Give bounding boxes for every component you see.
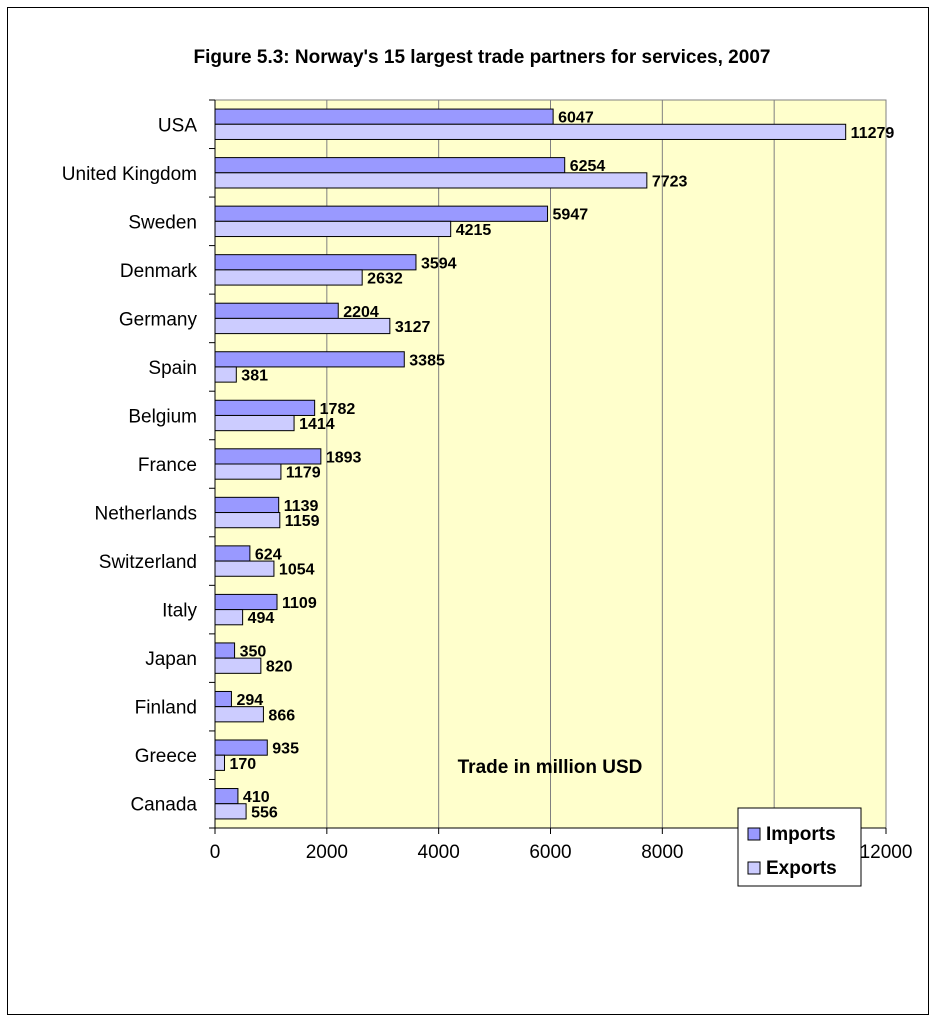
category-label-canada: Canada	[130, 795, 197, 816]
bars	[214, 108, 847, 820]
value-label-imports-usa: 6047	[558, 110, 594, 127]
x-tick-label-2000: 2000	[306, 842, 348, 863]
category-label-germany: Germany	[119, 309, 198, 330]
value-label-exports-netherlands: 1159	[285, 513, 320, 530]
value-label-exports-usa: 11279	[851, 125, 895, 142]
value-label-imports-united-kingdom: 6254	[570, 158, 606, 175]
value-label-exports-denmark: 2632	[367, 270, 403, 287]
bar-imports-netherlands	[214, 496, 280, 514]
category-label-spain: Spain	[148, 358, 197, 379]
value-label-imports-spain: 3385	[409, 352, 445, 369]
bar-exports-usa	[214, 123, 847, 140]
value-label-exports-germany: 3127	[395, 319, 431, 336]
value-label-exports-greece: 170	[230, 756, 257, 773]
bar-imports-france	[214, 448, 322, 465]
value-label-exports-belgium: 1414	[299, 416, 335, 433]
category-label-denmark: Denmark	[120, 261, 198, 282]
legend-swatch-imports	[747, 827, 761, 841]
bar-imports-sweden	[214, 205, 549, 222]
x-tick-label-12000: 12000	[860, 842, 913, 863]
bar-imports-usa	[214, 108, 554, 125]
value-label-exports-spain: 381	[241, 368, 268, 385]
legend-label-exports: Exports	[766, 858, 837, 879]
legend-swatch-exports	[747, 861, 761, 875]
bar-imports-italy	[214, 593, 278, 611]
value-label-imports-sweden: 5947	[553, 207, 589, 224]
bar-exports-france	[214, 463, 282, 480]
bar-exports-greece	[214, 754, 226, 771]
x-tick-label-4000: 4000	[418, 842, 460, 863]
value-label-imports-germany: 2204	[343, 304, 379, 321]
value-label-exports-france: 1179	[286, 465, 321, 482]
category-label-france: France	[138, 455, 197, 476]
bar-exports-italy	[214, 609, 244, 626]
value-label-imports-netherlands: 1139	[284, 498, 319, 515]
x-tick-label-8000: 8000	[641, 842, 683, 863]
bar-exports-denmark	[214, 269, 363, 286]
legend: Imports Exports	[737, 807, 862, 887]
bar-imports-belgium	[214, 399, 316, 416]
category-label-united-kingdom: United Kingdom	[62, 164, 197, 185]
bar-exports-spain	[214, 366, 237, 383]
value-label-exports-finland: 866	[268, 707, 295, 724]
value-label-exports-canada: 556	[251, 804, 278, 821]
x-tick-label-6000: 6000	[529, 842, 571, 863]
bar-imports-united-kingdom	[214, 157, 566, 174]
bar-imports-denmark	[214, 254, 417, 271]
category-label-greece: Greece	[135, 746, 197, 767]
value-label-exports-sweden: 4215	[456, 222, 492, 239]
category-label-japan: Japan	[145, 649, 197, 670]
value-label-imports-denmark: 3594	[421, 255, 457, 272]
value-label-exports-italy: 494	[248, 610, 275, 627]
value-label-imports-finland: 294	[236, 692, 263, 709]
bar-imports-canada	[214, 788, 239, 805]
value-label-imports-switzerland: 624	[255, 546, 282, 563]
bar-exports-canada	[214, 803, 247, 820]
bar-exports-sweden	[214, 220, 452, 238]
value-label-imports-belgium: 1782	[320, 401, 356, 418]
x-tick-label-0: 0	[210, 842, 221, 863]
bar-exports-netherlands	[214, 512, 281, 529]
value-labels: 6047 11279 6254 7723 5947 4215 3594 2632 2204 312…	[230, 110, 895, 822]
value-label-exports-switzerland: 1054	[279, 562, 315, 579]
value-label-imports-france: 1893	[326, 449, 362, 466]
category-label-sweden: Sweden	[128, 212, 197, 233]
category-label-switzerland: Switzerland	[99, 552, 197, 573]
y-axis: USA United Kingdom Sweden Denmark Germany Spa…	[62, 99, 216, 829]
category-label-belgium: Belgium	[128, 406, 197, 427]
category-label-finland: Finland	[135, 698, 197, 719]
chart-title: Figure 5.3: Norway's 15 largest trade pa…	[194, 47, 771, 68]
value-label-imports-greece: 935	[272, 741, 299, 758]
category-label-usa: USA	[158, 115, 197, 136]
legend-label-imports: Imports	[766, 824, 836, 845]
bar-imports-spain	[214, 351, 405, 368]
bar-imports-switzerland	[214, 545, 251, 562]
value-label-exports-united-kingdom: 7723	[652, 173, 688, 190]
bar-imports-japan	[214, 642, 236, 659]
bar-imports-finland	[214, 690, 232, 708]
value-label-imports-japan: 350	[240, 644, 267, 661]
bar-imports-greece	[214, 739, 268, 756]
value-label-exports-japan: 820	[266, 659, 293, 676]
value-label-imports-canada: 410	[243, 789, 270, 806]
bar-imports-germany	[214, 302, 339, 319]
category-label-netherlands: Netherlands	[95, 504, 197, 525]
x-axis-label: Trade in million USD	[458, 757, 643, 778]
category-label-italy: Italy	[162, 601, 197, 622]
value-label-imports-italy: 1109	[282, 595, 317, 612]
bar-exports-belgium	[214, 414, 295, 432]
